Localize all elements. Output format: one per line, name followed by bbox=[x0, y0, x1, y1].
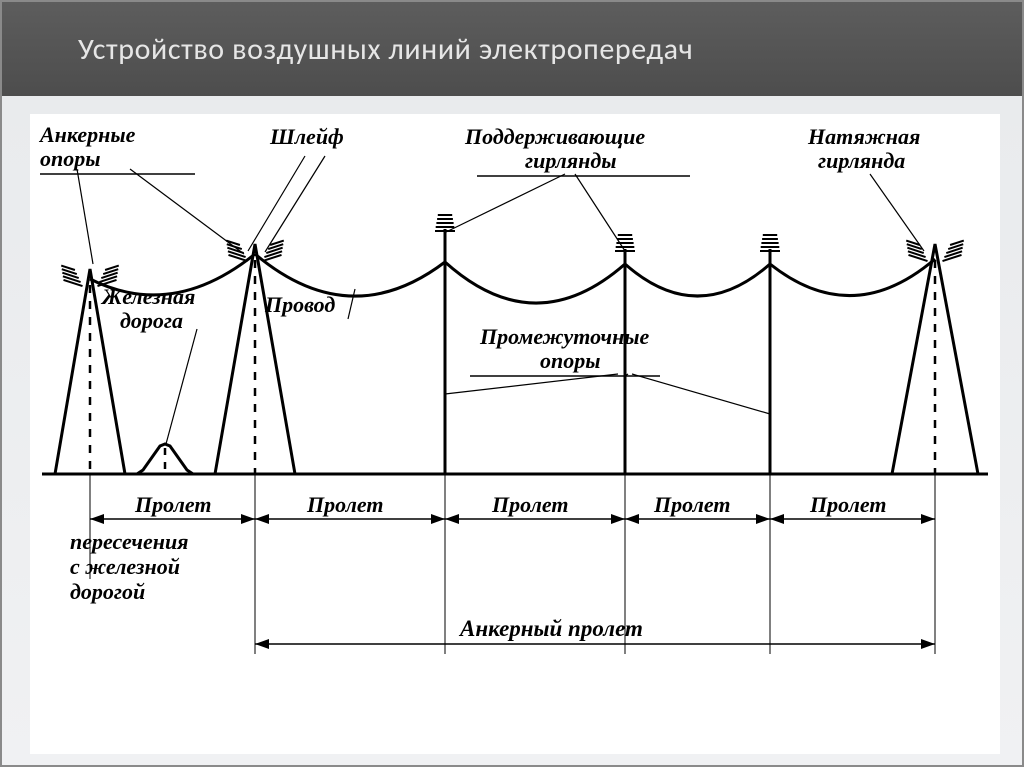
svg-text:опоры: опоры bbox=[540, 348, 601, 373]
svg-text:Пролет: Пролет bbox=[809, 492, 886, 517]
svg-text:Анкерные: Анкерные bbox=[38, 122, 136, 147]
slide-root: Устройство воздушных линий электропереда… bbox=[0, 0, 1024, 767]
page-title: Устройство воздушных линий электропереда… bbox=[78, 31, 693, 68]
svg-text:Железная: Железная bbox=[100, 284, 195, 309]
svg-text:дорога: дорога bbox=[120, 308, 183, 333]
svg-text:Провод: Провод bbox=[264, 292, 335, 317]
svg-text:Пролет: Пролет bbox=[491, 492, 568, 517]
svg-text:дорогой: дорогой bbox=[70, 579, 145, 604]
svg-text:Промежуточные: Промежуточные bbox=[479, 324, 650, 349]
svg-text:Пролет: Пролет bbox=[134, 492, 211, 517]
svg-text:гирлянды: гирлянды bbox=[525, 148, 617, 173]
svg-text:опоры: опоры bbox=[40, 146, 101, 171]
svg-text:Поддерживающие: Поддерживающие bbox=[464, 124, 645, 149]
svg-text:Анкерный пролет: Анкерный пролет bbox=[458, 616, 643, 641]
svg-text:Шлейф: Шлейф bbox=[269, 124, 344, 149]
engineering-figure: АнкерныеопорыШлейфПоддерживающиегирлянды… bbox=[30, 114, 1000, 754]
svg-text:гирлянда: гирлянда bbox=[818, 148, 905, 173]
title-bar: Устройство воздушных линий электропереда… bbox=[2, 2, 1022, 96]
diagram-svg: АнкерныеопорыШлейфПоддерживающиегирлянды… bbox=[30, 114, 1000, 754]
svg-text:с железной: с железной bbox=[70, 554, 180, 579]
svg-text:Пролет: Пролет bbox=[306, 492, 383, 517]
svg-text:Пролет: Пролет bbox=[653, 492, 730, 517]
svg-text:пересечения: пересечения bbox=[70, 529, 189, 554]
svg-text:Натяжная: Натяжная bbox=[807, 124, 920, 149]
